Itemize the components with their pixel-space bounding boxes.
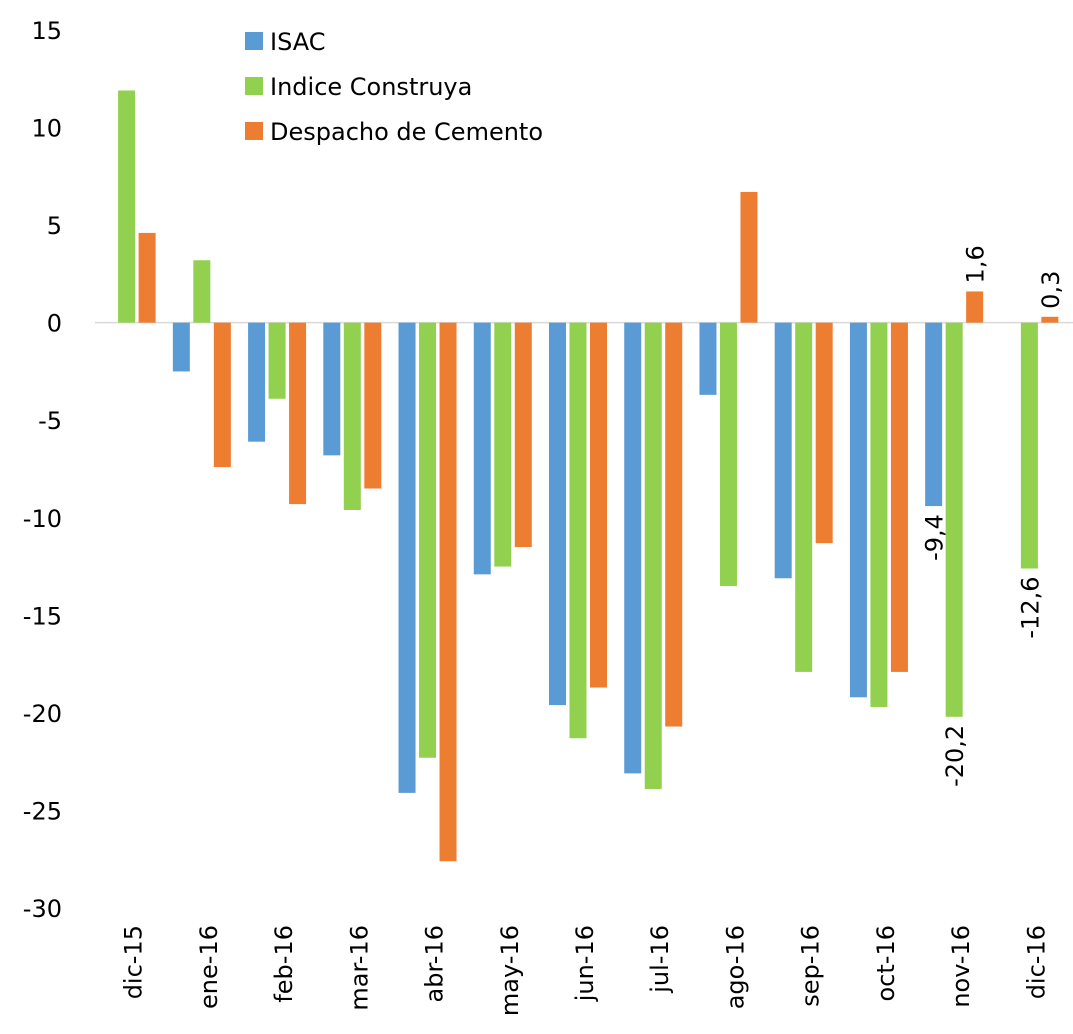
bar bbox=[590, 322, 607, 688]
x-tick-label: feb-16 bbox=[270, 925, 298, 1003]
bar bbox=[138, 232, 156, 323]
bar bbox=[549, 322, 566, 706]
y-tick-label: -5 bbox=[38, 407, 62, 435]
bar bbox=[925, 322, 943, 507]
y-tick-label: 0 bbox=[47, 310, 62, 338]
y-tick-label: -30 bbox=[23, 895, 62, 923]
bar bbox=[1041, 316, 1059, 323]
y-tick-label: 5 bbox=[47, 212, 62, 240]
x-tick-label: may-16 bbox=[496, 925, 524, 1016]
x-tick-label: abr-16 bbox=[421, 925, 449, 1002]
value-label: -20,2 bbox=[941, 725, 969, 787]
x-tick-label: nov-16 bbox=[947, 925, 975, 1008]
bar bbox=[966, 291, 984, 323]
bar bbox=[699, 322, 717, 395]
bar bbox=[289, 322, 307, 505]
bar bbox=[774, 322, 792, 579]
y-tick-label: -20 bbox=[23, 700, 62, 728]
bar bbox=[473, 322, 491, 575]
x-tick-label: dic-15 bbox=[120, 925, 148, 999]
y-tick-label: 15 bbox=[31, 17, 62, 45]
bar bbox=[494, 322, 512, 567]
x-tick-label: jul-16 bbox=[646, 925, 674, 994]
bar bbox=[795, 322, 813, 672]
x-tick-label: jun-16 bbox=[571, 925, 599, 1002]
bar bbox=[870, 322, 888, 708]
value-label: -9,4 bbox=[921, 514, 949, 561]
y-tick-label: -15 bbox=[23, 602, 62, 630]
bar bbox=[364, 322, 382, 489]
legend-label: Despacho de Cemento bbox=[270, 118, 543, 146]
bar bbox=[514, 322, 532, 548]
bar bbox=[1020, 322, 1038, 569]
bar bbox=[268, 322, 286, 399]
legend-swatch bbox=[245, 32, 263, 50]
legend-swatch bbox=[245, 122, 263, 140]
bar bbox=[849, 322, 867, 698]
bar bbox=[439, 322, 457, 862]
bar bbox=[815, 322, 833, 544]
legend-label: Indice Construya bbox=[270, 73, 472, 101]
x-tick-label: sep-16 bbox=[797, 925, 825, 1007]
bar bbox=[945, 322, 963, 717]
x-tick-label: ago-16 bbox=[721, 925, 749, 1009]
bar bbox=[719, 322, 737, 587]
bar bbox=[118, 90, 136, 323]
bar bbox=[624, 322, 642, 774]
y-tick-label: 10 bbox=[31, 115, 62, 143]
legend-swatch bbox=[245, 77, 263, 95]
value-label: -12,6 bbox=[1016, 577, 1044, 639]
bar bbox=[740, 191, 758, 323]
bar bbox=[193, 260, 211, 323]
legend-label: ISAC bbox=[270, 28, 326, 56]
y-tick-label: -10 bbox=[23, 505, 62, 533]
bar bbox=[343, 322, 361, 510]
value-label: 1,6 bbox=[962, 245, 990, 283]
y-tick-label: -25 bbox=[23, 797, 62, 825]
x-tick-label: ene-16 bbox=[195, 925, 223, 1009]
bar bbox=[419, 322, 437, 758]
x-tick-label: mar-16 bbox=[345, 925, 373, 1011]
bar bbox=[323, 322, 341, 456]
value-label: 0,3 bbox=[1037, 271, 1065, 309]
bar bbox=[665, 322, 683, 727]
bar bbox=[569, 322, 587, 739]
bar bbox=[248, 322, 266, 442]
bar bbox=[398, 322, 416, 793]
x-tick-label: oct-16 bbox=[872, 925, 900, 1002]
bar bbox=[213, 322, 231, 468]
x-tick-label: dic-16 bbox=[1022, 925, 1050, 999]
bar bbox=[644, 322, 662, 789]
bar bbox=[890, 322, 908, 672]
bar bbox=[172, 322, 190, 372]
